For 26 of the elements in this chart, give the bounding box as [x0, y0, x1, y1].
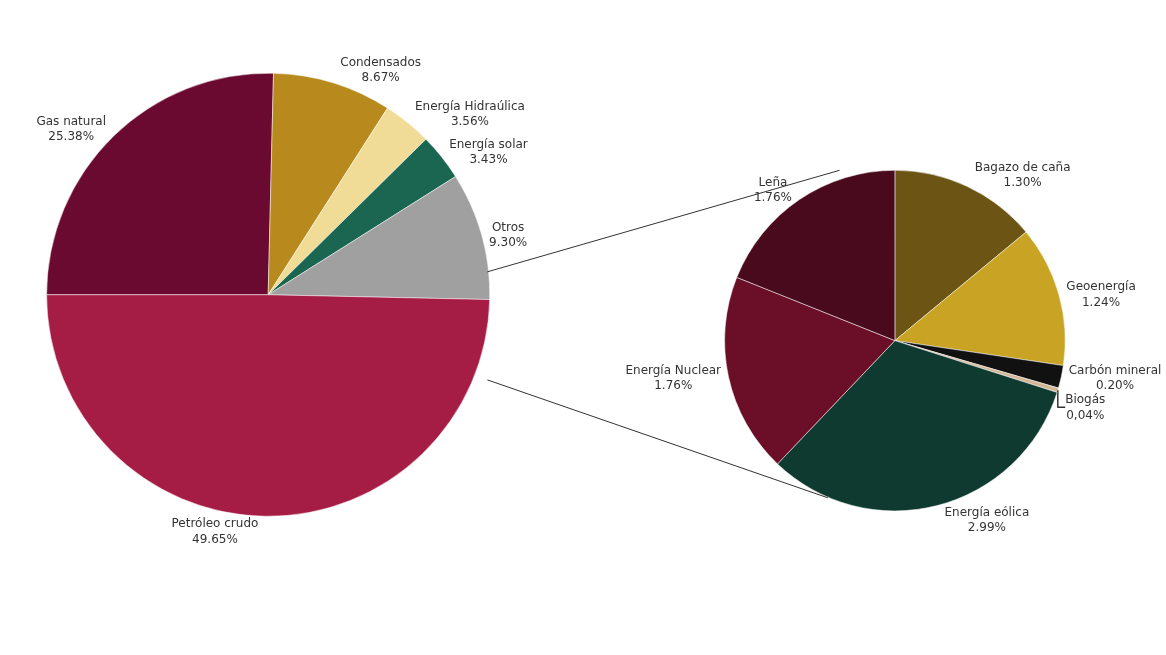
data-label: 1.76%	[654, 378, 693, 393]
slice-label: Energía Nuclear	[625, 362, 722, 377]
data-label: 8.67%	[361, 70, 400, 85]
data-label: 49.65%	[192, 531, 238, 546]
data-label: 1.30%	[1003, 175, 1042, 190]
data-label: 0,04%	[1066, 407, 1105, 422]
slice-label: Gas natural	[36, 113, 107, 128]
data-label: 3.43%	[469, 152, 508, 167]
data-label: 3.56%	[450, 114, 490, 129]
data-label: 1.76%	[753, 190, 793, 205]
data-label: 0.20%	[1095, 378, 1135, 393]
data-label: 9.30%	[489, 235, 528, 250]
slice-label: Bagazo de caña	[974, 159, 1071, 174]
slice-label: Leña	[758, 174, 788, 189]
slice-label: Energía Hidraúlica	[415, 98, 525, 113]
slice-label: Energía eólica	[944, 504, 1030, 519]
slice-label: Geoenergía	[1066, 278, 1136, 293]
slice-label: Otros	[491, 219, 525, 234]
slice-label: Biogás	[1065, 392, 1106, 407]
slice-label: Carbón mineral	[1068, 362, 1162, 377]
data-label: 25.38%	[48, 129, 95, 144]
slice-label: Condensados	[340, 54, 422, 69]
data-label: 2.99%	[967, 520, 1006, 535]
data-label: 1.24%	[1081, 294, 1121, 309]
slice-label: Energía solar	[449, 136, 528, 151]
slice-label: Petróleo crudo	[171, 516, 259, 531]
